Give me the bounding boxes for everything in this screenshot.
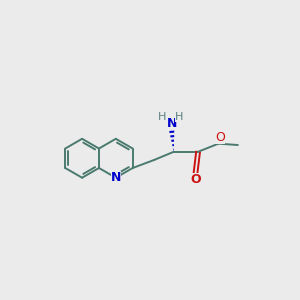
Text: N: N [111,171,121,184]
Text: H: H [175,112,183,122]
Text: O: O [215,131,225,144]
Text: N: N [167,117,177,130]
Text: O: O [190,173,201,186]
Text: H: H [158,112,166,122]
